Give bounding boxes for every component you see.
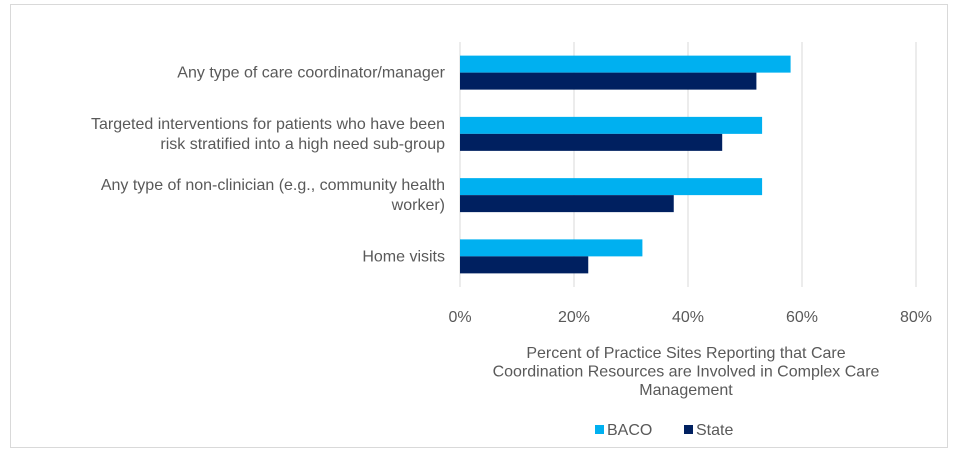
- x-axis-title-text: Percent of Practice Sites Reporting that…: [493, 345, 880, 399]
- category-label: Targeted interventions for patients who …: [91, 116, 445, 153]
- bar-baco-3: [460, 239, 643, 257]
- category-labels: Any type of care coordinator/manager Targ…: [91, 65, 446, 266]
- x-tick-label: 60%: [786, 309, 818, 326]
- legend: BACO State: [595, 422, 733, 439]
- x-axis-title: Percent of Practice Sites Reporting that…: [493, 345, 880, 399]
- bar-baco-1: [460, 116, 763, 134]
- chart-frame: Any type of care coordinator/manager Targ…: [10, 4, 948, 448]
- legend-label-state: State: [696, 422, 733, 439]
- legend-label-baco: BACO: [607, 422, 652, 439]
- bar-state-1: [460, 133, 723, 151]
- bars: [460, 55, 791, 274]
- bar-baco-0: [460, 55, 791, 73]
- x-tick-label: 0%: [448, 309, 471, 326]
- bar-state-0: [460, 72, 757, 90]
- bar-chart: Any type of care coordinator/manager Targ…: [91, 42, 932, 439]
- x-tick-label: 40%: [672, 309, 704, 326]
- x-tick-labels: 0% 20% 40% 60% 80%: [448, 309, 932, 326]
- bar-state-2: [460, 195, 674, 213]
- legend-swatch-state: [684, 425, 693, 434]
- x-tick-label: 20%: [558, 309, 590, 326]
- category-label: Any type of non-clinician (e.g., communi…: [101, 177, 445, 214]
- legend-swatch-baco: [595, 425, 604, 434]
- x-tick-label: 80%: [900, 309, 932, 326]
- bar-baco-2: [460, 178, 763, 196]
- bar-state-3: [460, 256, 589, 274]
- category-label: Any type of care coordinator/manager: [177, 65, 445, 82]
- category-label: Home visits: [362, 248, 445, 265]
